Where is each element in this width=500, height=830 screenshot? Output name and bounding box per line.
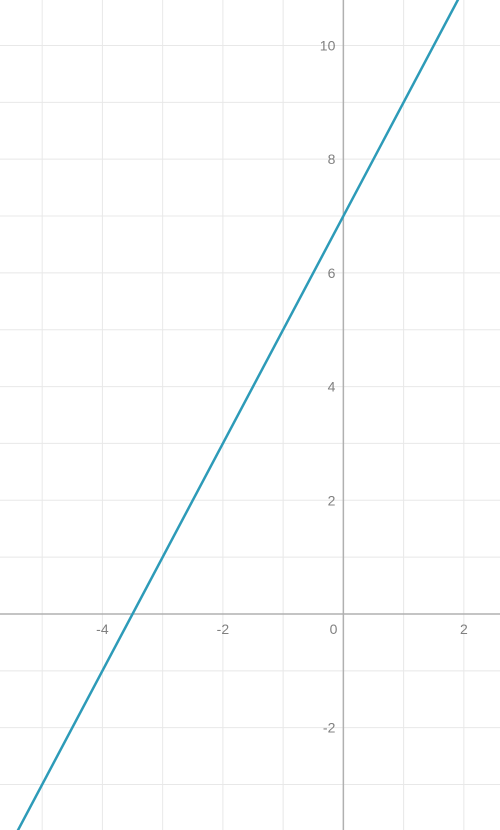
y-tick-label: 2 [328,492,336,508]
chart-container: -4 -2 0 2 -2 2 4 6 8 10 [0,0,500,830]
plot-line [0,0,500,830]
y-tick-label: 8 [328,151,336,167]
x-tick-label: -4 [96,621,109,637]
x-tick-label: 0 [330,621,338,637]
x-tick-label: -2 [217,621,230,637]
line-chart: -4 -2 0 2 -2 2 4 6 8 10 [0,0,500,830]
x-tick-label: 2 [460,621,468,637]
y-tick-label: 6 [328,265,336,281]
y-tick-label: -2 [323,720,336,736]
y-tick-label: 10 [320,37,336,53]
y-tick-label: 4 [328,379,336,395]
